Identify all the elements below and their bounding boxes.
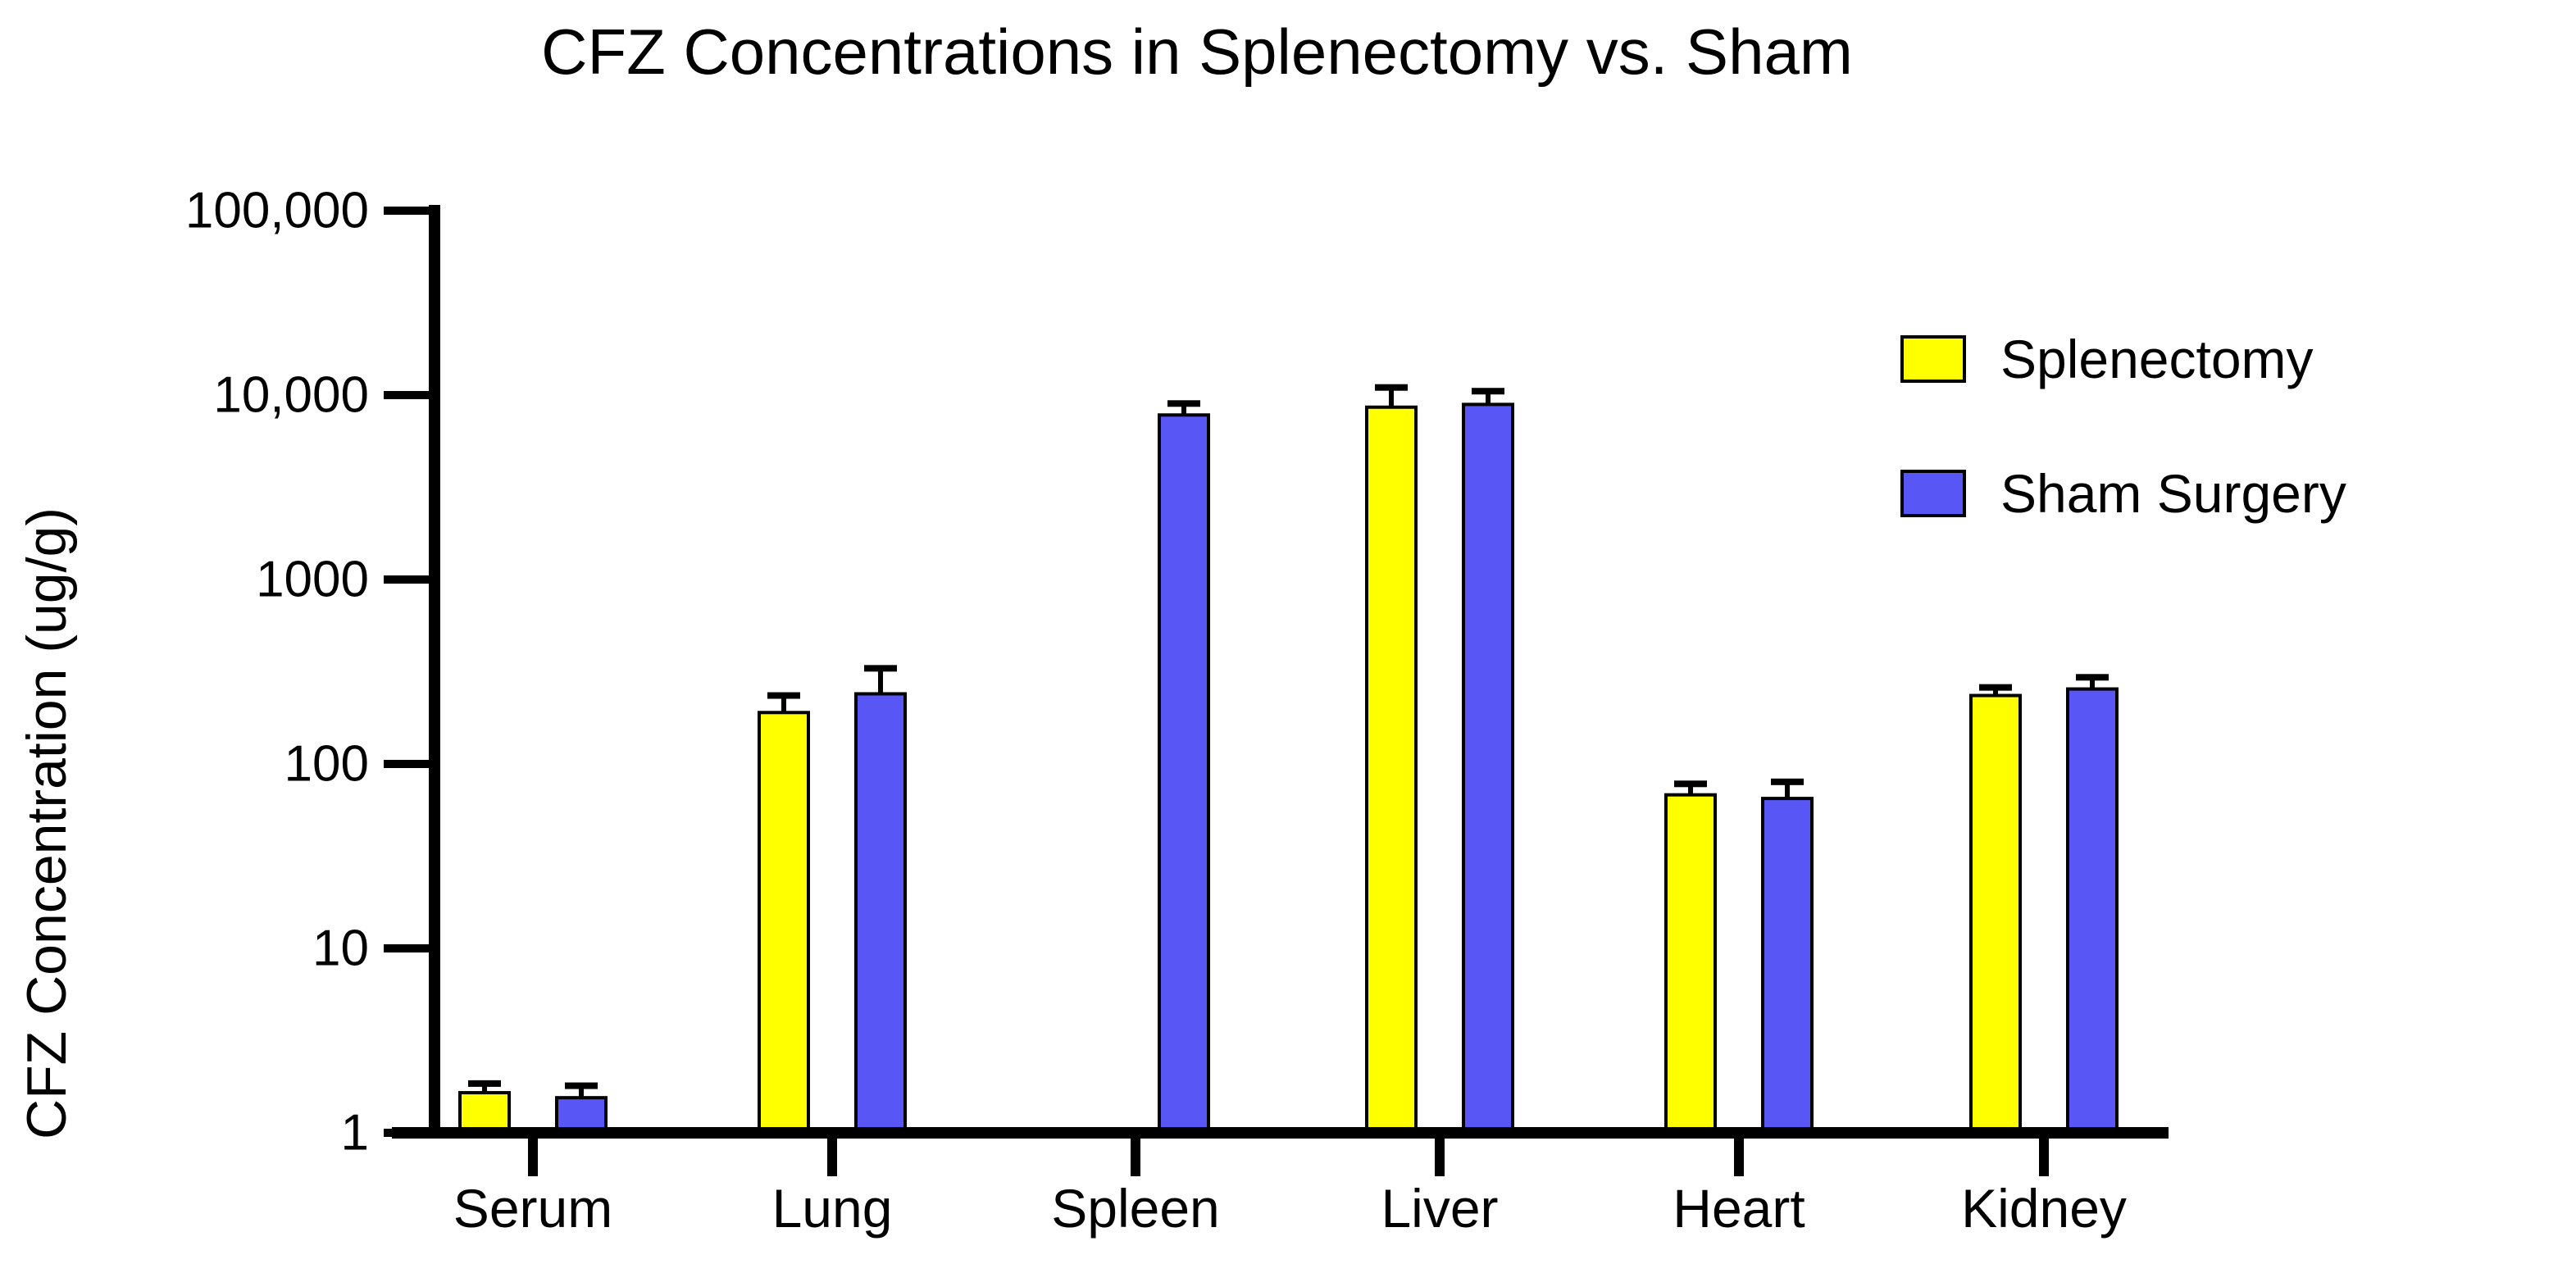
chart-legend: Splenectomy Sham Surgery [1900,328,2346,525]
error-bar-stem-serum-splenectomy [482,1083,487,1093]
error-bar-stem-lung-sham-surgery [878,668,883,694]
legend-label-splenectomy: Splenectomy [2000,329,2314,389]
x-category-label: Liver [1381,1178,1498,1239]
error-bar-cap-lung-splenectomy [767,692,800,699]
error-bar-cap-heart-splenectomy [1674,780,1707,788]
bar-lung-sham-surgery [854,692,907,1130]
x-category-label: Lung [772,1178,893,1239]
error-bar-stem-liver-splenectomy [1389,387,1394,407]
y-axis-line [429,205,440,1139]
x-group-tick [1734,1139,1744,1176]
legend-label-sham: Sham Surgery [2000,463,2346,524]
legend-swatch-splenectomy [1900,335,1966,383]
error-bar-cap-liver-splenectomy [1375,384,1408,391]
error-bar-stem-kidney-splenectomy [1993,687,1998,696]
y-tick [384,391,429,399]
y-tick [384,944,429,952]
error-bar-cap-kidney-sham-surgery [2076,674,2109,681]
x-category-label: Serum [453,1178,612,1239]
x-group-tick [1435,1139,1445,1176]
chart-title: CFZ Concentrations in Splenectomy vs. Sh… [541,16,1853,88]
error-bar-stem-spleen-sham-surgery [1181,403,1186,416]
bar-serum-sham-surgery [555,1096,608,1131]
y-tick [384,760,429,768]
error-bar-cap-heart-sham-surgery [1771,778,1804,785]
error-bar-stem-heart-splenectomy [1688,784,1693,795]
bar-liver-sham-surgery [1462,402,1514,1130]
bar-spleen-sham-surgery [1158,413,1210,1131]
x-group-tick [827,1139,837,1176]
bar-heart-splenectomy [1664,793,1717,1130]
y-tick-label: 10,000 [213,367,369,424]
x-group-tick [1131,1139,1140,1176]
error-bar-cap-spleen-sham-surgery [1167,400,1200,407]
error-bar-stem-kidney-sham-surgery [2090,677,2095,689]
error-bar-cap-lung-sham-surgery [864,665,897,672]
bar-kidney-splenectomy [1969,693,2022,1130]
legend-swatch-sham [1900,470,1966,517]
error-bar-stem-liver-sham-surgery [1486,391,1491,405]
bar-serum-splenectomy [458,1091,511,1131]
error-bar-cap-liver-sham-surgery [1472,388,1504,395]
error-bar-cap-kidney-splenectomy [1979,684,2012,691]
legend-item-sham: Sham Surgery [1900,462,2346,525]
error-bar-stem-heart-sham-surgery [1785,781,1790,799]
y-tick [384,207,429,215]
x-group-tick [2039,1139,2049,1176]
y-tick-label: 1000 [256,552,369,608]
y-tick-label: 1 [341,1105,369,1162]
x-axis-line [392,1127,2169,1139]
bar-kidney-sham-surgery [2066,687,2119,1130]
error-bar-stem-lung-splenectomy [781,695,786,713]
y-tick-label: 100,000 [185,183,369,239]
error-bar-cap-serum-splenectomy [468,1080,501,1087]
y-tick [384,575,429,584]
error-bar-stem-serum-sham-surgery [579,1085,584,1098]
bar-heart-sham-surgery [1761,797,1814,1130]
x-group-tick [528,1139,538,1176]
x-category-label: Kidney [1961,1178,2127,1239]
legend-item-splenectomy: Splenectomy [1900,328,2346,390]
x-category-label: Spleen [1051,1178,1220,1239]
y-tick-label: 10 [312,921,369,977]
x-category-label: Heart [1673,1178,1805,1239]
error-bar-cap-serum-sham-surgery [565,1082,598,1089]
bar-lung-splenectomy [758,711,810,1131]
y-tick-label: 100 [284,736,369,793]
bar-liver-splenectomy [1365,405,1418,1130]
